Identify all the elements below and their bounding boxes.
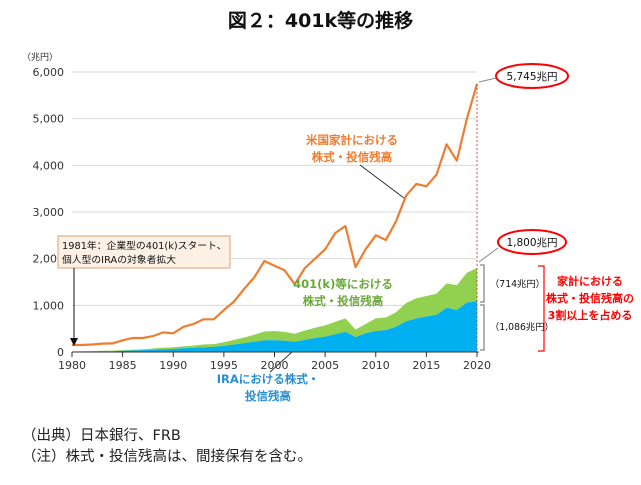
area-series — [72, 268, 477, 352]
label-ira: IRAにおける株式・ — [217, 372, 320, 386]
callout-retirement: 1,800兆円 — [506, 237, 557, 249]
x-tick-label: 2010 — [362, 359, 390, 372]
label-household: 米国家計における — [305, 133, 398, 147]
callout-total: 5,745兆円 — [506, 71, 557, 83]
label-401k: 401(k)等における — [293, 277, 393, 291]
share-note: 3割以上を占める — [548, 308, 633, 322]
value-401k-only: （714兆円） — [490, 279, 545, 290]
arrowhead-start-note — [70, 338, 78, 346]
x-tick-label: 2000 — [261, 359, 289, 372]
y-axis-label: （兆円） — [22, 52, 58, 63]
share-note: 株式・投信残高の — [546, 291, 634, 305]
y-gridlines — [72, 71, 477, 306]
area-401k — [72, 268, 477, 352]
start-note-text: 1981年：企業型の401(k)スタート、 — [62, 239, 227, 252]
label-401k: 株式・投信残高 — [303, 294, 384, 308]
axes: 0 1,000 2,000 3,000 4,000 5,000 6,000 （兆円） 1980 1… — [22, 52, 491, 372]
start-note-text: 個人型のIRAの対象者拡大 — [62, 253, 176, 266]
x-tick-label: 2005 — [311, 359, 339, 372]
x-tick-label: 1980 — [58, 359, 86, 372]
callout-leader-total — [478, 77, 497, 83]
note-source: （出典）日本銀行、FRB — [22, 428, 181, 444]
annotations: 米国家計における株式・投信残高401(k)等における株式・投信残高IRAにおける… — [57, 63, 634, 403]
pointer-household — [359, 164, 405, 199]
notes: （出典）日本銀行、FRB （注）株式・投信残高は、間接保有を含む。 — [22, 426, 312, 468]
start-note-box — [57, 235, 231, 269]
y-tick-label: 6,000 — [33, 66, 65, 79]
y-tick-label: 0 — [57, 346, 64, 359]
label-household: 株式・投信残高 — [312, 150, 393, 164]
note-remark: （注）株式・投信残高は、間接保有を含む。 — [22, 449, 312, 465]
callout-leader-retirement — [478, 247, 499, 263]
y-tick-label: 4,000 — [33, 159, 65, 172]
callout-ring-retirement — [497, 229, 567, 255]
figure-title: 図２：401k等の推移 — [227, 10, 414, 32]
share-note: 家計における — [557, 274, 623, 288]
bracket-share — [538, 265, 545, 352]
x-tick-label: 2020 — [463, 359, 491, 372]
callout-ring-total — [495, 63, 569, 89]
y-tick-label: 5,000 — [33, 113, 65, 126]
label-ira: 投信残高 — [245, 389, 291, 403]
bracket-ira — [480, 304, 485, 351]
value-ira: （1,086兆円） — [490, 322, 554, 333]
bracket-401k — [480, 264, 485, 303]
line-series — [72, 83, 479, 347]
x-tick-label: 2015 — [412, 359, 440, 372]
y-tick-label: 1,000 — [33, 299, 65, 312]
line-household — [72, 83, 479, 347]
x-tick-label: 1990 — [159, 359, 187, 372]
x-tick-label: 1995 — [210, 359, 238, 372]
y-tick-label: 3,000 — [33, 206, 65, 219]
area-ira — [72, 301, 477, 352]
pointer-ira — [269, 351, 293, 373]
y-tick-label: 2,000 — [33, 253, 65, 266]
x-tick-label: 1985 — [109, 359, 137, 372]
